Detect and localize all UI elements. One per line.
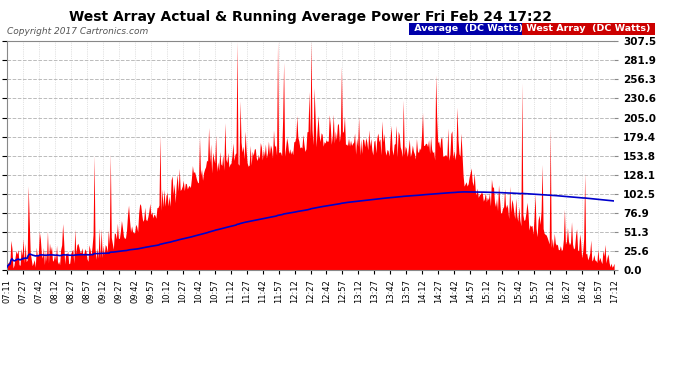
Text: West Array  (DC Watts): West Array (DC Watts) [523, 24, 653, 33]
Text: Copyright 2017 Cartronics.com: Copyright 2017 Cartronics.com [7, 27, 148, 36]
Text: West Array Actual & Running Average Power Fri Feb 24 17:22: West Array Actual & Running Average Powe… [69, 10, 552, 24]
Text: Average  (DC Watts): Average (DC Watts) [411, 24, 526, 33]
